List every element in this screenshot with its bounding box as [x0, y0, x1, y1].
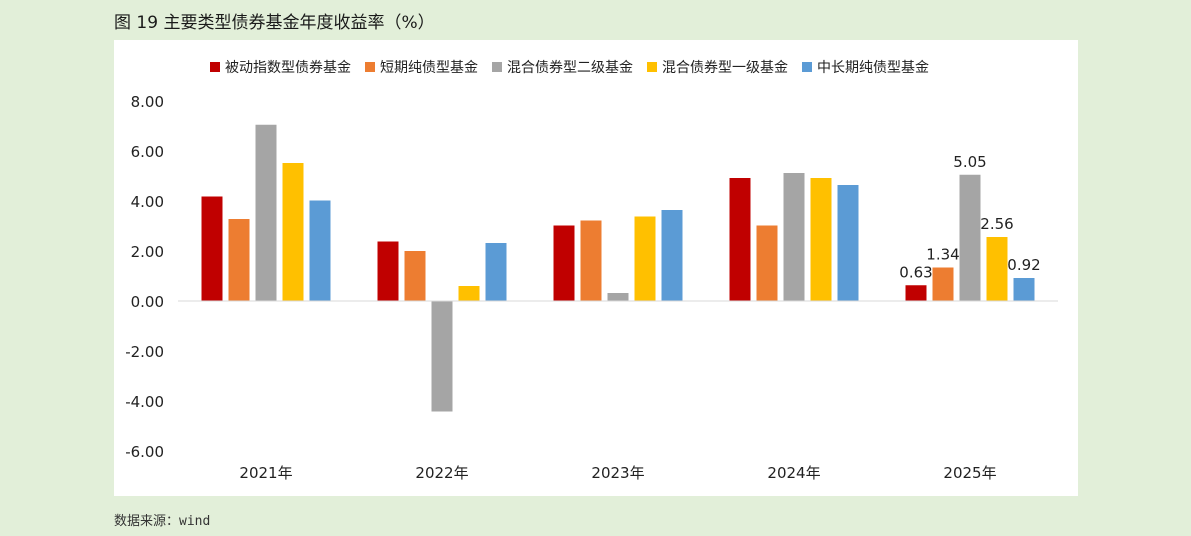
- legend-label: 混合债券型二级基金: [507, 59, 633, 76]
- chart-area: 被动指数型债券基金 短期纯债型基金 混合债券型二级基金 混合债券型一级基金 中长期纯债型…: [114, 40, 1078, 496]
- y-tick-label: 4.00: [131, 193, 164, 211]
- bar: [553, 225, 575, 301]
- y-tick-label: 2.00: [131, 243, 164, 261]
- legend-label: 中长期纯债型基金: [817, 59, 929, 76]
- bar: [377, 241, 399, 301]
- bar: [756, 225, 778, 301]
- data-label: 0.92: [1007, 256, 1040, 274]
- legend-label: 被动指数型债券基金: [225, 59, 351, 76]
- bar: [932, 267, 954, 301]
- source-note: 数据来源：wind: [114, 514, 211, 529]
- y-tick-label: -2.00: [125, 343, 164, 361]
- y-tick-label: -4.00: [125, 393, 164, 411]
- legend-label: 短期纯债型基金: [380, 59, 478, 76]
- bar: [986, 237, 1008, 301]
- x-tick-label: 2021年: [239, 464, 292, 482]
- bars: [201, 124, 1035, 412]
- legend-swatch: [647, 62, 657, 72]
- bar: [729, 178, 751, 301]
- bar: [783, 173, 805, 301]
- legend: 被动指数型债券基金 短期纯债型基金 混合债券型二级基金 混合债券型一级基金 中长期纯债型…: [210, 59, 929, 76]
- data-labels: 0.631.34 5.05 2.56 0.92: [899, 153, 1040, 282]
- legend-swatch: [365, 62, 375, 72]
- x-axis: 2021年 2022年 2023年 2024年 2025年: [239, 464, 996, 482]
- data-label: 2.56: [980, 215, 1013, 233]
- bar: [404, 251, 426, 301]
- x-tick-label: 2023年: [591, 464, 644, 482]
- bar: [485, 243, 507, 301]
- bar: [634, 216, 656, 301]
- bar: [810, 178, 832, 301]
- bar: [837, 185, 859, 301]
- bar: [201, 196, 223, 301]
- x-tick-label: 2025年: [943, 464, 996, 482]
- data-label: 1.34: [926, 246, 959, 264]
- bar: [607, 293, 629, 301]
- y-tick-label: 0.00: [131, 293, 164, 311]
- bar: [309, 200, 331, 301]
- data-label: 0.63: [899, 263, 932, 281]
- x-tick-label: 2022年: [415, 464, 468, 482]
- bar: [661, 210, 683, 301]
- legend-swatch: [210, 62, 220, 72]
- y-tick-label: 8.00: [131, 93, 164, 111]
- x-tick-label: 2024年: [767, 464, 820, 482]
- bar: [255, 124, 277, 301]
- bar-chart: 被动指数型债券基金 短期纯债型基金 混合债券型二级基金 混合债券型一级基金 中长期纯债型…: [125, 59, 1058, 482]
- legend-swatch: [802, 62, 812, 72]
- bar: [282, 163, 304, 301]
- y-axis: 8.00 6.00 4.00 2.00 0.00 -2.00 -4.00 -6.00: [125, 93, 164, 461]
- bar: [458, 286, 480, 301]
- figure-title: 图 19 主要类型债券基金年度收益率（%）: [114, 13, 435, 33]
- bar: [1013, 278, 1035, 301]
- data-label: 5.05: [953, 153, 986, 171]
- y-tick-label: 6.00: [131, 143, 164, 161]
- bar: [580, 220, 602, 301]
- bar: [959, 174, 981, 301]
- bar: [905, 285, 927, 301]
- legend-label: 混合债券型一级基金: [662, 59, 788, 76]
- legend-swatch: [492, 62, 502, 72]
- bar: [228, 219, 250, 301]
- bar: [431, 301, 453, 412]
- y-tick-label: -6.00: [125, 443, 164, 461]
